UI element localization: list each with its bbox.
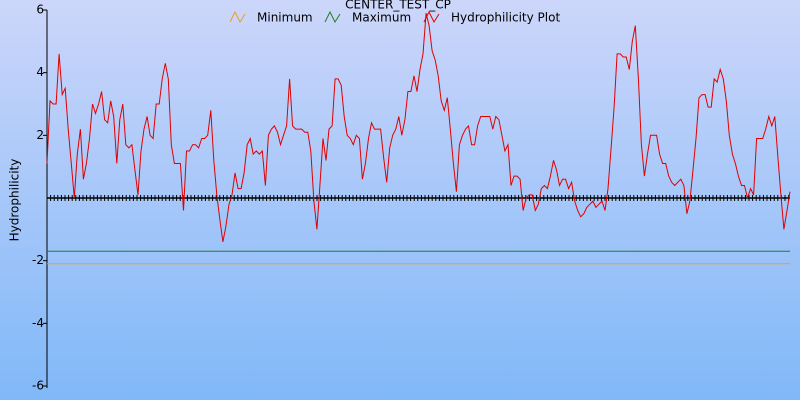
legend: Minimum Maximum Hydrophilicity Plot	[229, 10, 560, 25]
data-line	[46, 12, 791, 242]
y-tick-label: 6	[36, 3, 44, 17]
legend-label: Maximum	[352, 11, 411, 25]
y-tick-label: -6	[32, 379, 44, 393]
legend-icon	[229, 10, 246, 24]
legend-icon	[423, 10, 440, 24]
y-tick-label: -4	[32, 316, 44, 330]
legend-icon	[324, 10, 341, 24]
y-tick-label: 4	[36, 65, 44, 79]
y-tick-label: 2	[36, 128, 44, 142]
chart-title: CENTER_TEST_CP	[345, 0, 451, 12]
legend-label: Minimum	[257, 11, 313, 25]
legend-label: Hydrophilicity Plot	[451, 11, 560, 25]
y-tick-label: -2	[32, 253, 44, 267]
y-axis-label: Hydrophilicity	[8, 159, 22, 242]
